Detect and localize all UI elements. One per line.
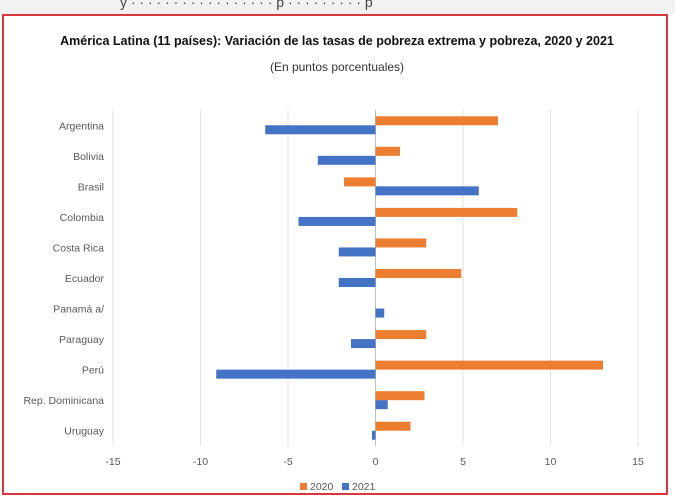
bar-2020-rep-dominicana (375, 391, 425, 401)
bars (216, 116, 603, 440)
category-labels: Argentina Bolivia Brasil Colombia Costa Rica… (23, 120, 104, 437)
bar-2020-costa-rica (375, 238, 427, 248)
bar-2020-per (375, 360, 603, 370)
category-label: Bolivia (73, 151, 104, 163)
chart-title: América Latina (11 países): Variación de… (60, 34, 614, 48)
bar-2021-bolivia (317, 155, 376, 165)
bar-2021-paraguay (351, 339, 376, 349)
chart-subtitle: (En puntos porcentuales) (270, 60, 404, 74)
legend-swatch-2021 (342, 483, 349, 490)
bar-2021-per (216, 369, 376, 379)
bar-2020-brasil (344, 177, 376, 187)
category-label: Perú (82, 365, 104, 377)
bar-2021-ecuador (338, 278, 376, 287)
bar-2021-argentina (265, 125, 376, 135)
x-tick-label: -5 (283, 456, 292, 468)
bar-2021-costa-rica (338, 247, 376, 257)
bar-2020-paraguay (375, 330, 427, 340)
bar-2021-uruguay (372, 430, 376, 440)
category-label: Costa Rica (53, 242, 105, 254)
cropped-header-text: y · · · · · · · · · · · · · · · · · p · … (120, 0, 373, 10)
category-label: Argentina (59, 120, 104, 132)
bar-2020-uruguay (375, 421, 411, 431)
bar-2020-argentina (375, 116, 498, 126)
category-label: Rep. Dominicana (23, 395, 104, 407)
bar-2021-rep-dominicana (375, 400, 388, 410)
legend-label-2020: 2020 (310, 481, 334, 493)
x-axis-tick-labels: -15 -10 -5 0 5 10 15 (105, 456, 644, 468)
bar-2020-ecuador (375, 269, 462, 278)
bar-2021-colombia (298, 216, 376, 226)
bar-2021-brasil (375, 186, 479, 196)
x-tick-label: -15 (105, 456, 120, 468)
category-label: Brasil (78, 181, 104, 193)
x-tick-label: 10 (545, 456, 557, 468)
category-label: Ecuador (65, 273, 105, 285)
category-label: Paraguay (59, 334, 105, 346)
category-label: Panamá a/ (53, 304, 104, 316)
x-tick-label: 15 (632, 456, 644, 468)
bar-2021-panam-a (375, 308, 385, 318)
x-tick-label: 5 (460, 456, 466, 468)
cropped-header-strip: y · · · · · · · · · · · · · · · · · p · … (0, 0, 675, 14)
legend: 2020 2021 (300, 481, 376, 493)
x-tick-label: -10 (193, 456, 208, 468)
category-label: Colombia (60, 212, 105, 224)
legend-swatch-2020 (300, 483, 307, 490)
category-label: Uruguay (64, 426, 104, 438)
bar-2020-colombia (375, 207, 518, 217)
x-tick-label: 0 (373, 456, 379, 468)
legend-label-2021: 2021 (352, 481, 376, 493)
bar-2020-bolivia (375, 146, 400, 156)
